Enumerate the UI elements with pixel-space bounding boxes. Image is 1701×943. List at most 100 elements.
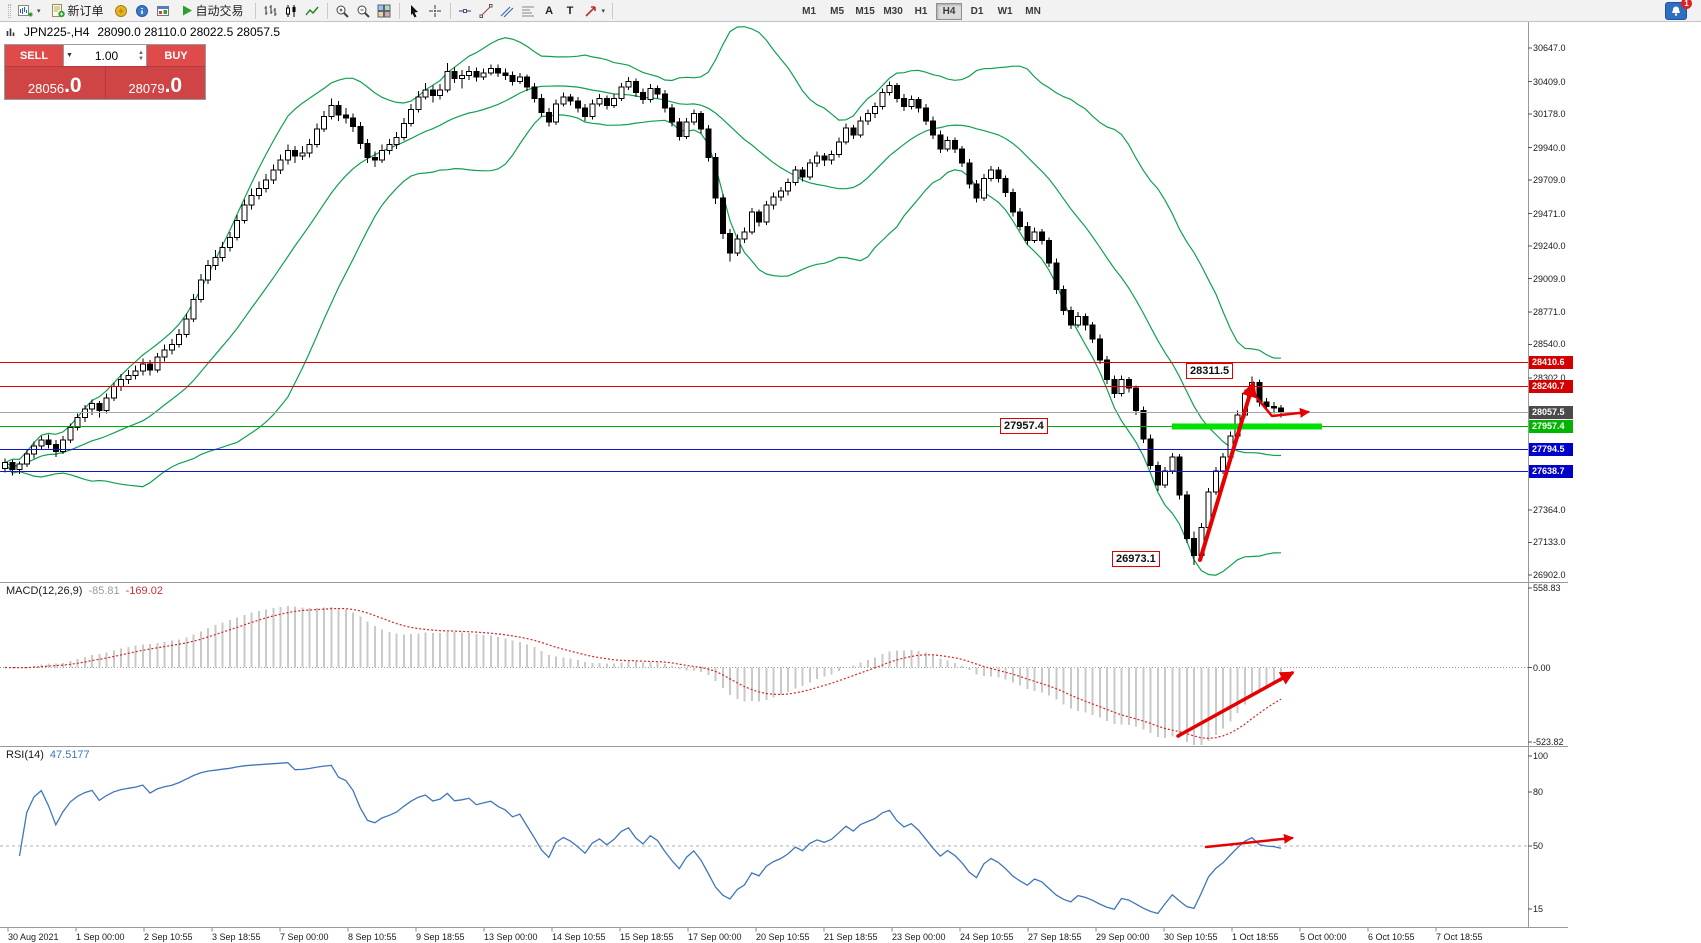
timeframe-h1[interactable]: H1 (908, 3, 934, 20)
candlestick-mode-button[interactable] (281, 1, 302, 20)
crosshair-tool-button[interactable] (425, 1, 446, 20)
timeframe-toolbar: M1 M5 M15 M30 H1 H4 D1 W1 MN (795, 1, 1047, 20)
timeframe-m30[interactable]: M30 (880, 3, 906, 20)
main-toolbar: ▾ 新订单 自动交易 (0, 0, 1701, 22)
channel-icon (500, 6, 514, 17)
fibonacci-tool-button[interactable] (518, 1, 539, 20)
price-consolidation-arrow[interactable] (1255, 396, 1310, 418)
channel-tool-button[interactable] (497, 1, 518, 20)
text-tool-icon: A (545, 4, 554, 17)
macd-name: MACD(12,26,9) (6, 585, 83, 597)
chevron-down-icon: ▾ (37, 7, 41, 15)
ohlc-values: 28090.0 28110.0 28022.5 28057.5 (97, 25, 280, 39)
one-click-trading-panel: SELL ▼ 1.00 ▲ ▼ BUY 28056.0 28079.0 (4, 44, 206, 100)
market-watch-icon (115, 4, 128, 17)
autotrade-play-icon (182, 5, 192, 16)
panel-frame (0, 22, 1568, 928)
timeframe-h4[interactable]: H4 (936, 3, 963, 20)
rsi-direction-arrow[interactable] (1204, 833, 1294, 849)
sell-label: SELL (19, 49, 49, 62)
bell-icon (1672, 6, 1680, 16)
timeframe-d1[interactable]: D1 (964, 3, 990, 20)
volume-field[interactable]: ▼ 1.00 ▲ ▼ (63, 45, 147, 66)
terminal-icon (157, 5, 170, 16)
zoom-out-button[interactable] (353, 1, 374, 20)
buy-price-big: .0 (164, 74, 183, 97)
macd-signal-value: -169.02 (125, 585, 163, 597)
support-zone-bar[interactable] (1172, 423, 1322, 430)
macd-indicator-label: MACD(12,26,9) -85.81 -169.02 (6, 585, 163, 597)
data-window-icon (136, 4, 149, 17)
horizontal-line-tool-button[interactable] (455, 1, 476, 20)
toolbar-separator (254, 2, 256, 19)
volume-stepper: ▲ ▼ (138, 50, 144, 62)
candlestick-icon (286, 4, 296, 17)
toolbar-separator (449, 2, 451, 19)
horizontal-line-icon (459, 8, 472, 13)
new-chart-icon (18, 4, 33, 16)
zoom-in-icon (336, 5, 349, 18)
chart-window-icon (6, 28, 15, 36)
notification-badge: 1 (1681, 0, 1692, 9)
horizontal-level-lines[interactable] (0, 362, 1528, 472)
tile-windows-icon (377, 4, 391, 17)
macd-histogram (11, 606, 1282, 745)
rsi-line (18, 762, 1282, 915)
volume-dropdown-icon[interactable]: ▼ (66, 52, 73, 59)
tile-windows-button[interactable] (374, 1, 395, 20)
autotrade-label: 自动交易 (195, 4, 244, 18)
label-tool-button[interactable]: T (560, 1, 581, 20)
cursor-icon (411, 4, 419, 17)
timeframe-w1[interactable]: W1 (992, 3, 1018, 20)
terminal-button[interactable] (153, 1, 174, 20)
timeframe-m15[interactable]: M15 (852, 3, 878, 20)
timeframe-mn[interactable]: MN (1020, 3, 1046, 20)
new-order-button[interactable]: 新订单 (44, 1, 111, 20)
notifications-button[interactable]: 1 (1665, 0, 1692, 20)
new-order-label: 新订单 (67, 4, 104, 18)
rsi-value: 47.5177 (49, 749, 90, 761)
bar-chart-icon (264, 4, 277, 16)
trendline-tool-button[interactable] (476, 1, 497, 20)
arrow-shape-icon (584, 5, 596, 17)
bar-chart-mode-button[interactable] (260, 1, 281, 20)
timeframe-m5[interactable]: M5 (824, 3, 850, 20)
macd-main-value: -85.81 (88, 585, 120, 597)
chevron-down-icon: ▾ (601, 7, 606, 15)
volume-down-icon[interactable]: ▼ (138, 55, 144, 62)
macd-recovery-arrow[interactable] (1176, 671, 1295, 738)
buy-price[interactable]: 28079.0 (104, 67, 205, 99)
chart-title: JPN225-,H4 28090.0 28110.0 28022.5 28057… (6, 25, 280, 39)
new-order-icon (51, 3, 65, 17)
sell-price-big: .0 (64, 74, 82, 97)
toolbar-grip (8, 3, 11, 18)
sell-price-main: 28056 (27, 81, 65, 96)
macd-signal-line (4, 607, 1282, 740)
market-watch-button[interactable] (111, 1, 132, 20)
line-chart-icon (305, 6, 319, 15)
sell-price[interactable]: 28056.0 (5, 67, 105, 99)
timeframe-m1[interactable]: M1 (796, 3, 822, 20)
price-rally-arrow[interactable] (1198, 380, 1257, 562)
toolbar-separator (612, 2, 614, 19)
arrows-tool-button[interactable]: ▾ (581, 1, 609, 20)
zoom-in-button[interactable] (332, 1, 353, 20)
line-chart-mode-button[interactable] (302, 1, 323, 20)
sell-button[interactable]: SELL (5, 45, 63, 66)
volume-value[interactable]: 1.00 (94, 48, 119, 63)
cursor-tool-button[interactable] (404, 1, 425, 20)
autotrade-button[interactable]: 自动交易 (174, 1, 251, 20)
buy-label: BUY (164, 49, 188, 62)
data-window-button[interactable] (132, 1, 153, 20)
zoom-out-icon (357, 5, 370, 18)
rsi-name: RSI(14) (6, 749, 44, 761)
fibonacci-icon (522, 6, 535, 16)
text-tool-button[interactable]: A (539, 1, 560, 20)
volume-up-icon[interactable]: ▲ (138, 49, 144, 56)
new-chart-button[interactable]: ▾ (15, 1, 44, 20)
annotation-arrows (1176, 380, 1310, 849)
buy-button[interactable]: BUY (147, 45, 205, 66)
toolbar-separator (398, 2, 400, 19)
